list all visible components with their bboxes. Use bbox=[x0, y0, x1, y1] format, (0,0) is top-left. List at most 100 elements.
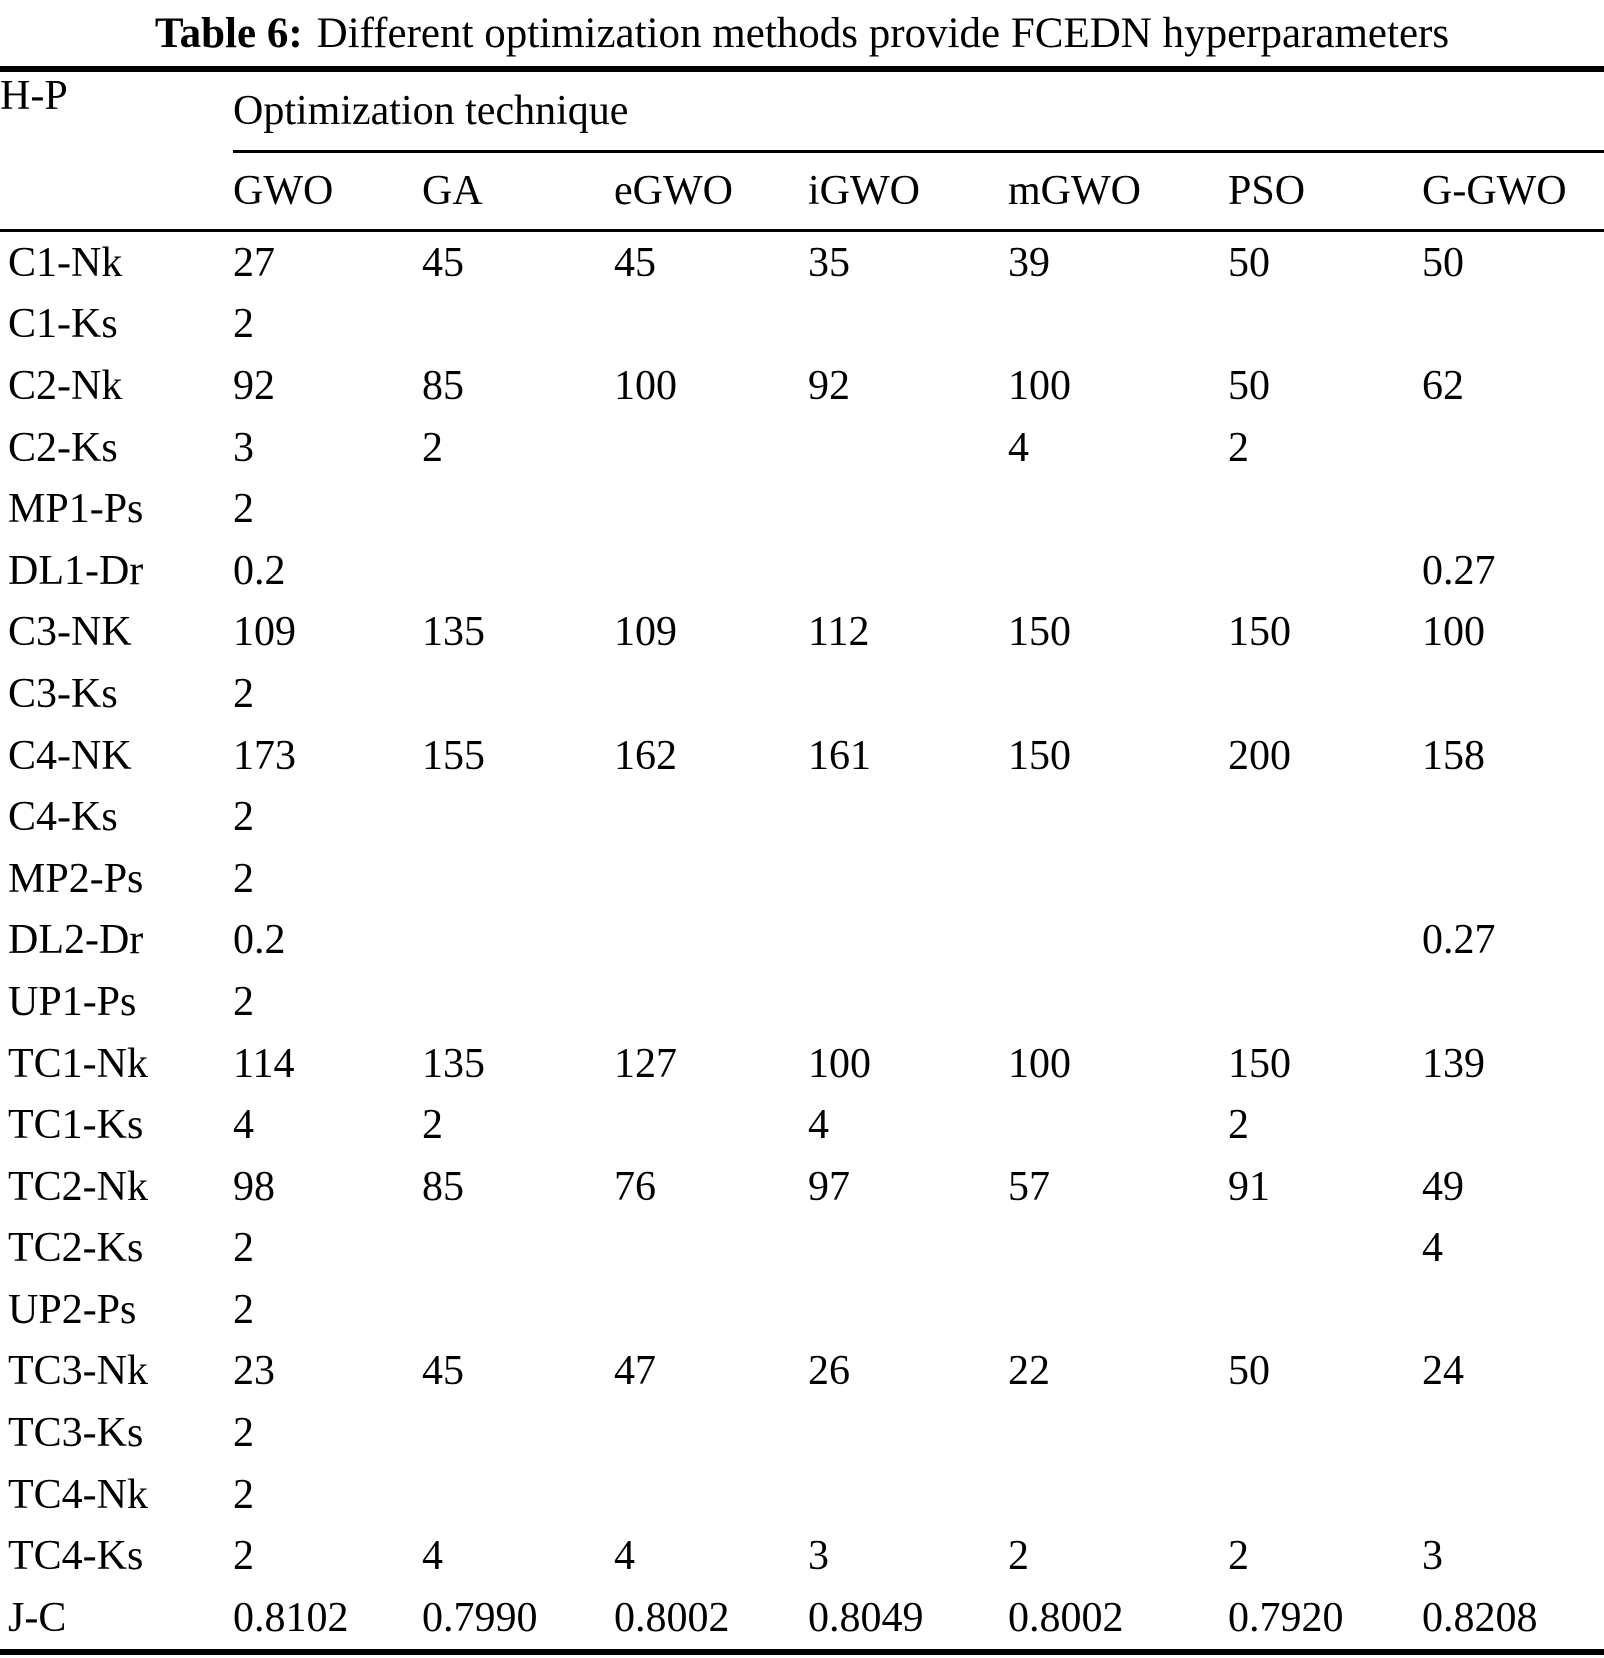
cell-gwo: 92 bbox=[233, 362, 275, 409]
cell-pso bbox=[1228, 478, 1422, 540]
cell-ga bbox=[422, 1464, 614, 1526]
cell-egwo bbox=[614, 663, 808, 725]
row-label: TC3-Ks bbox=[8, 1410, 144, 1457]
cell-egwo bbox=[614, 1094, 808, 1156]
cell-pso bbox=[1228, 786, 1422, 848]
cell-ga: 45 bbox=[422, 1348, 464, 1395]
table-row: TC3-Nk 23 45 47 26 22 50 24 bbox=[0, 1341, 1604, 1403]
column-header-g-gwo: G-GWO bbox=[1422, 151, 1604, 232]
row-label: J-C bbox=[8, 1594, 67, 1641]
cell-pso bbox=[1228, 540, 1422, 602]
cell-g-gwo: 139 bbox=[1422, 1040, 1485, 1087]
cell-mgwo bbox=[1008, 910, 1228, 972]
row-label: C3-NK bbox=[8, 609, 132, 656]
cell-pso bbox=[1228, 663, 1422, 725]
row-label: TC4-Ks bbox=[8, 1533, 144, 1580]
cell-igwo bbox=[808, 1464, 1008, 1526]
cell-ga bbox=[422, 786, 614, 848]
cell-egwo bbox=[614, 1218, 808, 1280]
column-header-igwo: iGWO bbox=[808, 151, 1008, 232]
row-label: C1-Ks bbox=[8, 301, 118, 348]
cell-igwo: 112 bbox=[808, 609, 870, 656]
cell-mgwo bbox=[1008, 1218, 1228, 1280]
cell-gwo: 2 bbox=[233, 794, 254, 841]
cell-mgwo: 100 bbox=[1008, 362, 1071, 409]
row-label: DL2-Dr bbox=[8, 917, 144, 964]
cell-ga bbox=[422, 294, 614, 356]
cell-g-gwo: 0.27 bbox=[1422, 547, 1496, 594]
column-header-pso: PSO bbox=[1228, 151, 1422, 232]
cell-pso bbox=[1228, 1402, 1422, 1464]
cell-igwo bbox=[808, 786, 1008, 848]
row-label: TC2-Ks bbox=[8, 1225, 144, 1272]
group-header-optimization-technique: Optimization technique bbox=[233, 69, 1604, 153]
cell-igwo: 4 bbox=[808, 1102, 829, 1149]
row-label: C2-Nk bbox=[8, 362, 123, 409]
cell-egwo bbox=[614, 1464, 808, 1526]
cell-ga: 155 bbox=[422, 732, 485, 779]
cell-egwo: 45 bbox=[614, 239, 656, 286]
cell-g-gwo: 158 bbox=[1422, 732, 1485, 779]
cell-ga: 135 bbox=[422, 609, 485, 656]
cell-igwo bbox=[808, 910, 1008, 972]
cell-g-gwo bbox=[1422, 294, 1604, 356]
column-header-mgwo: mGWO bbox=[1008, 151, 1228, 232]
cell-gwo: 2 bbox=[233, 855, 254, 902]
cell-egwo: 4 bbox=[614, 1533, 635, 1580]
cell-ga: 2 bbox=[422, 1102, 443, 1149]
cell-ga: 0.7990 bbox=[422, 1594, 538, 1641]
row-label: MP2-Ps bbox=[8, 855, 144, 902]
cell-mgwo: 4 bbox=[1008, 424, 1029, 471]
cell-gwo: 2 bbox=[233, 486, 254, 533]
table-row: DL2-Dr 0.2 0.27 bbox=[0, 910, 1604, 972]
table-row: UP2-Ps 2 bbox=[0, 1279, 1604, 1341]
cell-igwo: 92 bbox=[808, 362, 850, 409]
cell-egwo: 47 bbox=[614, 1348, 656, 1395]
cell-pso: 50 bbox=[1228, 239, 1270, 286]
cell-gwo: 2 bbox=[233, 1225, 254, 1272]
column-header-hp: H-P bbox=[0, 69, 233, 232]
cell-pso bbox=[1228, 1279, 1422, 1341]
table-caption-text: Different optimization methods provide F… bbox=[316, 10, 1450, 57]
cell-egwo bbox=[614, 417, 808, 479]
table-row: TC2-Nk 98 85 76 97 57 91 49 bbox=[0, 1156, 1604, 1218]
cell-pso bbox=[1228, 910, 1422, 972]
cell-pso: 50 bbox=[1228, 362, 1270, 409]
table-row: C3-NK 109 135 109 112 150 150 100 bbox=[0, 602, 1604, 664]
cell-gwo: 27 bbox=[233, 239, 275, 286]
cell-pso: 2 bbox=[1228, 1102, 1249, 1149]
cell-igwo bbox=[808, 848, 1008, 910]
cell-mgwo bbox=[1008, 786, 1228, 848]
cell-igwo bbox=[808, 540, 1008, 602]
cell-igwo bbox=[808, 478, 1008, 540]
cell-mgwo: 2 bbox=[1008, 1533, 1029, 1580]
cell-ga: 135 bbox=[422, 1040, 485, 1087]
cell-igwo bbox=[808, 663, 1008, 725]
cell-gwo: 114 bbox=[233, 1040, 295, 1087]
cell-mgwo bbox=[1008, 1279, 1228, 1341]
cell-g-gwo bbox=[1422, 417, 1604, 479]
row-label: DL1-Dr bbox=[8, 547, 144, 594]
cell-igwo bbox=[808, 1218, 1008, 1280]
cell-ga: 4 bbox=[422, 1533, 443, 1580]
table-row: TC2-Ks 2 4 bbox=[0, 1218, 1604, 1280]
cell-g-gwo: 3 bbox=[1422, 1533, 1443, 1580]
cell-gwo: 0.2 bbox=[233, 547, 286, 594]
cell-g-gwo: 4 bbox=[1422, 1225, 1443, 1272]
cell-gwo: 2 bbox=[233, 670, 254, 717]
cell-g-gwo: 100 bbox=[1422, 609, 1485, 656]
column-header-gwo: GWO bbox=[233, 151, 422, 232]
table-body: C1-Nk 27 45 45 35 39 50 50 C1-Ks 2 C2-Nk… bbox=[0, 231, 1604, 1652]
row-label: C3-Ks bbox=[8, 670, 118, 717]
cell-pso bbox=[1228, 1218, 1422, 1280]
cell-pso: 150 bbox=[1228, 1040, 1291, 1087]
table-row: C4-Ks 2 bbox=[0, 786, 1604, 848]
table-row: TC4-Nk 2 bbox=[0, 1464, 1604, 1526]
cell-g-gwo bbox=[1422, 848, 1604, 910]
row-label: TC3-Nk bbox=[8, 1348, 148, 1395]
cell-egwo: 76 bbox=[614, 1163, 656, 1210]
cell-pso: 2 bbox=[1228, 424, 1249, 471]
cell-egwo: 109 bbox=[614, 609, 677, 656]
cell-igwo: 35 bbox=[808, 239, 850, 286]
cell-g-gwo: 49 bbox=[1422, 1163, 1464, 1210]
